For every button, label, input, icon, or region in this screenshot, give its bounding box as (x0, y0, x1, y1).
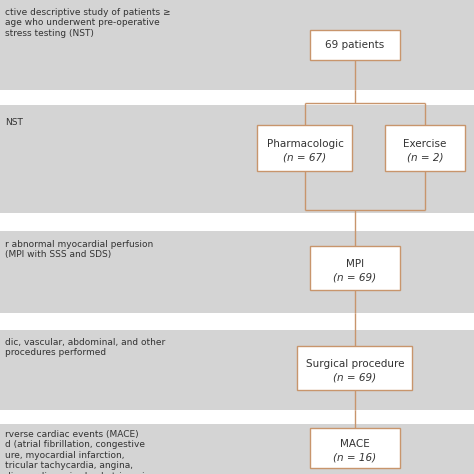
Text: (n = 16): (n = 16) (333, 453, 376, 463)
Bar (0, 424, 474, 474)
Bar (0, 313, 474, 330)
Text: (n = 67): (n = 67) (283, 153, 327, 163)
Text: Surgical procedure: Surgical procedure (306, 359, 404, 369)
Text: Exercise: Exercise (403, 139, 447, 149)
Text: NST: NST (5, 118, 23, 127)
FancyBboxPatch shape (257, 125, 353, 171)
Bar (0, 213, 474, 231)
Text: Pharmacologic: Pharmacologic (266, 139, 344, 149)
FancyBboxPatch shape (298, 346, 412, 390)
Text: rverse cardiac events (MACE)
d (atrial fibrillation, congestive
ure, myocardial : rverse cardiac events (MACE) d (atrial f… (5, 430, 158, 474)
Text: (n = 69): (n = 69) (333, 273, 376, 283)
Text: r abnormal myocardial perfusion
(MPI with SSS and SDS): r abnormal myocardial perfusion (MPI wit… (5, 240, 153, 259)
Text: ctive descriptive study of patients ≥
age who underwent pre-operative
stress tes: ctive descriptive study of patients ≥ ag… (5, 8, 170, 38)
Text: MACE: MACE (340, 439, 370, 449)
Text: 69 patients: 69 patients (325, 40, 384, 50)
FancyBboxPatch shape (385, 125, 465, 171)
Text: MPI: MPI (346, 259, 364, 269)
Bar (0, 231, 474, 313)
Text: dic, vascular, abdominal, and other
procedures performed: dic, vascular, abdominal, and other proc… (5, 338, 165, 357)
Text: (n = 69): (n = 69) (333, 373, 376, 383)
FancyBboxPatch shape (310, 428, 400, 468)
Bar (0, 410, 474, 424)
FancyBboxPatch shape (310, 30, 400, 60)
Bar (0, 330, 474, 410)
Bar (0, 105, 474, 213)
Bar (0, 0, 474, 90)
Bar (0, 90, 474, 105)
FancyBboxPatch shape (310, 246, 400, 290)
Text: (n = 2): (n = 2) (407, 153, 443, 163)
